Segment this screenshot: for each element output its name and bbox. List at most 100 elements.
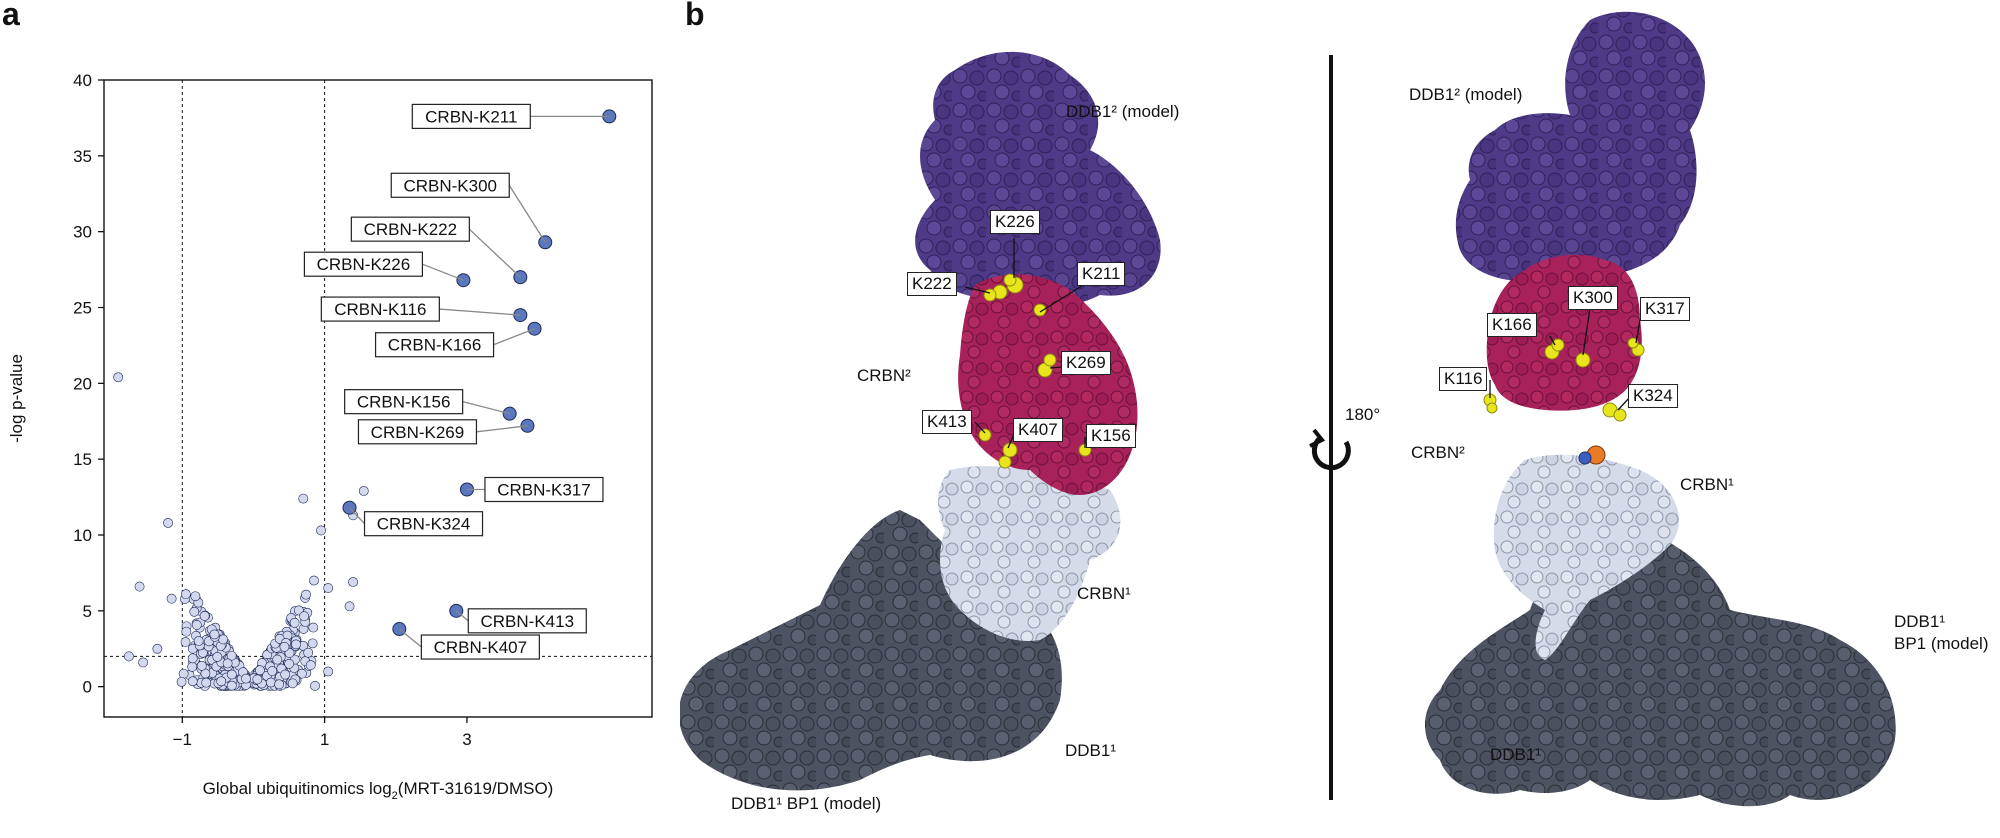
- y-tick-label: 30: [73, 223, 92, 242]
- outlier-point: [344, 601, 355, 612]
- background-point: [178, 668, 189, 679]
- background-point: [299, 611, 310, 622]
- outlier-point: [316, 525, 326, 536]
- background-point: [191, 620, 202, 630]
- panel-b-letter: b: [685, 0, 705, 32]
- background-point: [266, 677, 276, 688]
- outlier-point: [138, 657, 149, 668]
- left-residue-k269: K269: [1061, 351, 1111, 375]
- label-box: [320, 296, 440, 322]
- left-crbn1-label: CRBN¹: [1077, 584, 1131, 603]
- right-crbn1: [1493, 454, 1679, 660]
- y-tick-label: 25: [73, 299, 92, 318]
- leader-line: [476, 425, 528, 433]
- background-point: [226, 650, 237, 661]
- label-box: [467, 608, 587, 634]
- outlier-point: [323, 666, 334, 677]
- outlier-point: [163, 517, 173, 528]
- x-tick-label: −1: [173, 730, 192, 749]
- background-point: [287, 678, 298, 689]
- background-point: [190, 591, 201, 602]
- outlier-point: [113, 372, 124, 383]
- background-point: [196, 660, 207, 671]
- label-box: [411, 103, 531, 130]
- right-residue-k317: K317: [1640, 297, 1690, 321]
- label-box: [374, 332, 495, 358]
- label-box: [420, 634, 540, 660]
- left-crbn2-label: CRBN²: [857, 366, 911, 385]
- y-tick-label: 15: [73, 450, 92, 469]
- y-tick-label: 20: [73, 374, 92, 393]
- background-point: [218, 634, 229, 645]
- right-residue-k300: K300: [1568, 286, 1618, 310]
- y-tick-label: 40: [73, 71, 92, 90]
- outlier-point: [152, 643, 163, 654]
- label-box: [350, 216, 470, 242]
- leader-line: [462, 401, 510, 415]
- highlight-label: CRBN-K300: [403, 176, 497, 195]
- plot-frame: [103, 79, 653, 718]
- rotation-arrow-icon: [1309, 428, 1351, 471]
- x-tick-label: 3: [462, 730, 471, 749]
- label-box: [484, 476, 604, 503]
- right-label-leaders: [1489, 307, 1641, 411]
- background-point: [187, 676, 198, 687]
- left-residue-k156: K156: [1086, 424, 1136, 448]
- right-crbn1-label: CRBN¹: [1680, 475, 1734, 494]
- outlier-point: [323, 583, 334, 593]
- highlight-label: CRBN-K156: [357, 393, 451, 412]
- x-tick-label: 1: [320, 730, 329, 749]
- label-box: [390, 172, 510, 198]
- leader-line: [493, 328, 535, 346]
- leader-line: [508, 184, 546, 243]
- highlight-label: CRBN-K413: [481, 612, 575, 631]
- right-residue-k324: K324: [1628, 384, 1678, 408]
- structure-illustration: [680, 11, 1896, 807]
- background-point: [201, 677, 212, 688]
- y-tick-label: 0: [83, 678, 92, 697]
- rotation-angle-label: 180°: [1345, 405, 1381, 424]
- background-point: [272, 654, 283, 665]
- label-box: [303, 251, 424, 277]
- background-point: [193, 636, 204, 646]
- highlight-point: [502, 406, 517, 421]
- right-ddb1-2-model: [1455, 11, 1705, 287]
- background-point: [187, 653, 198, 664]
- left-crbn1: [938, 466, 1121, 641]
- right-lysine-residues: [1483, 337, 1645, 422]
- outlier-point: [134, 581, 145, 592]
- highlight-label: CRBN-K226: [317, 255, 411, 274]
- panel-a-letter: a: [2, 0, 20, 32]
- highlight-label: CRBN-K116: [334, 300, 426, 319]
- left-lysine-residues: [978, 273, 1092, 469]
- highlight-label: CRBN-K211: [425, 107, 517, 126]
- background-point: [212, 651, 223, 662]
- right-structure: [1425, 11, 1896, 807]
- right-residue-k116: K116: [1439, 367, 1488, 391]
- y-tick-label: 10: [73, 526, 92, 545]
- highlight-label: CRBN-K166: [388, 336, 482, 355]
- leader-line: [349, 507, 366, 525]
- background-point: [241, 673, 251, 684]
- background-point: [289, 617, 300, 628]
- background-point: [254, 665, 265, 676]
- leader-line: [468, 228, 521, 278]
- background-point: [307, 638, 318, 649]
- background-point: [226, 680, 237, 691]
- right-ddb1-1-label: DDB1¹: [1490, 745, 1542, 764]
- left-residue-k211: K211: [1077, 262, 1126, 286]
- background-point: [226, 669, 237, 680]
- leader-line: [398, 628, 422, 648]
- outlier-point: [180, 589, 191, 600]
- background-point: [274, 679, 285, 690]
- outlier-point: [124, 651, 134, 662]
- left-residue-k413: K413: [922, 410, 972, 434]
- left-residue-k222: K222: [907, 272, 957, 296]
- outlier-point: [358, 486, 369, 496]
- background-point: [180, 637, 191, 647]
- background-point: [303, 647, 314, 658]
- right-ddb1-1b: [1742, 646, 1872, 788]
- background-point: [305, 660, 316, 671]
- left-ddb1-2-model-label: DDB1² (model): [1066, 102, 1180, 121]
- background-point: [301, 589, 311, 600]
